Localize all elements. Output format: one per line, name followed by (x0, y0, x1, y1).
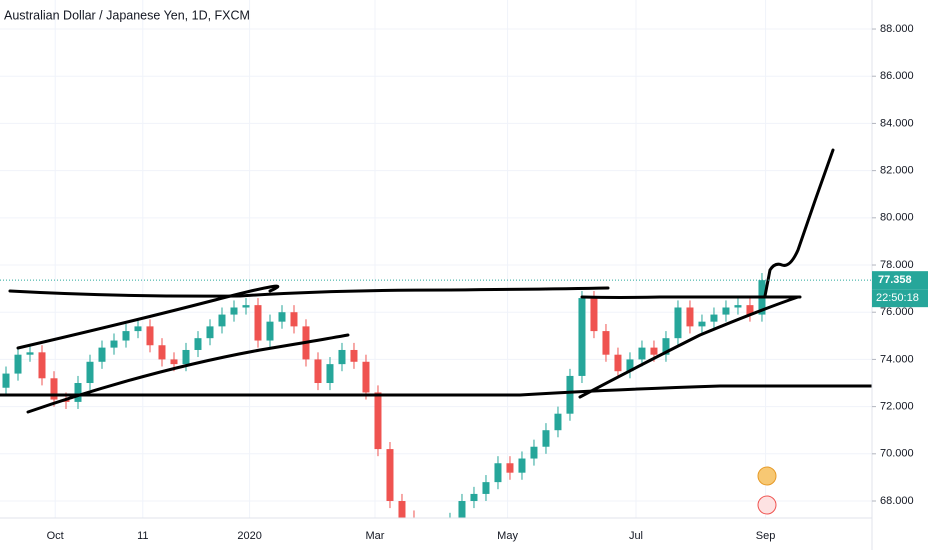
channel-bottom (26, 333, 350, 414)
y-tick-label: 88.000 (880, 23, 914, 35)
candle-body (326, 364, 334, 384)
x-tick-label: 11 (137, 530, 148, 542)
candle-body (86, 361, 94, 384)
candle-body (218, 314, 226, 327)
candle-body (134, 326, 142, 332)
y-tick-label: 78.000 (880, 259, 914, 271)
candle-body (242, 305, 250, 308)
candle-body (614, 354, 622, 372)
candle-body (686, 307, 694, 327)
last-price-box (872, 271, 928, 290)
x-tick-label: Mar (366, 530, 385, 542)
candle-body (422, 529, 429, 534)
candle-body (254, 305, 262, 341)
candle-body (38, 352, 46, 379)
candle-body (74, 383, 82, 402)
candle-body (734, 305, 742, 308)
candle-body (410, 517, 418, 518)
countdown-label: 22:50:18 (876, 292, 919, 304)
candle-body (662, 338, 670, 355)
candle-body (398, 501, 406, 518)
candle-body (710, 314, 718, 322)
y-tick-label: 74.000 (880, 353, 914, 365)
y-tick-label: 68.000 (880, 495, 914, 507)
y-tick-label: 84.000 (880, 117, 914, 129)
candle-body (578, 298, 586, 376)
candle-body (626, 359, 634, 372)
x-tick-label: Sep (756, 530, 776, 542)
candle-body (458, 501, 466, 518)
candle-body (182, 349, 190, 365)
candle-body (14, 354, 22, 374)
event-icon[interactable] (757, 495, 777, 515)
candle-body (518, 458, 526, 473)
candle-body (674, 307, 682, 339)
candle-body (506, 463, 514, 473)
candle-body (206, 326, 214, 339)
candle-body (98, 347, 106, 362)
candle-body (746, 305, 754, 315)
x-tick-label: 2020 (237, 530, 261, 542)
candle-body (230, 307, 238, 315)
candle-body (386, 449, 394, 502)
candle-body (554, 413, 562, 431)
chart-title: Australian Dollar / Japanese Yen, 1D, FX… (4, 8, 250, 22)
projection (763, 148, 835, 298)
candle-body (338, 349, 346, 365)
candle-body (278, 312, 286, 322)
candle-body (350, 349, 358, 362)
candle-body (2, 373, 10, 388)
x-tick-label: Oct (47, 530, 64, 542)
candle-body (638, 347, 646, 360)
candle-body (650, 347, 658, 355)
candle-body (698, 321, 706, 327)
y-tick-label: 86.000 (880, 70, 914, 82)
candle-body (122, 331, 130, 341)
candle-body (566, 375, 574, 414)
rising-line (578, 295, 800, 399)
candle-body (470, 493, 478, 502)
candle-body (158, 345, 166, 360)
candle-body (110, 340, 118, 348)
candle-body (542, 430, 550, 447)
candle-body (314, 359, 322, 384)
candle-body (170, 359, 178, 365)
candle-body (482, 482, 490, 494)
box-top (580, 295, 802, 299)
candle-body (530, 446, 538, 459)
resistance-line (8, 286, 610, 298)
last-price-label: 77.358 (878, 274, 912, 286)
candles (0, 0, 872, 534)
x-tick-label: May (497, 530, 518, 542)
candle-body (146, 326, 154, 346)
y-tick-label: 80.000 (880, 212, 914, 224)
event-icon[interactable] (757, 466, 777, 486)
countdown-box (872, 289, 928, 308)
candle-body (494, 463, 502, 483)
support-line (0, 384, 872, 397)
y-tick-label: 72.000 (880, 401, 914, 413)
candle-body (362, 361, 370, 393)
candle-body (590, 298, 598, 332)
candle-body (290, 312, 298, 327)
drawings (0, 148, 872, 414)
candle-body (602, 331, 610, 355)
candle-body (26, 352, 34, 355)
candle-body (374, 392, 382, 450)
y-tick-label: 76.000 (880, 306, 914, 318)
candle-body (722, 307, 730, 315)
candle-body (446, 520, 453, 527)
y-tick-label: 70.000 (880, 448, 914, 460)
candle-body (266, 321, 274, 341)
candle-body (50, 378, 58, 400)
x-tick-label: Jul (629, 530, 643, 542)
y-tick-label: 82.000 (880, 165, 914, 177)
candle-body (434, 527, 441, 534)
candle-body (194, 338, 202, 350)
channel-top (16, 284, 280, 350)
